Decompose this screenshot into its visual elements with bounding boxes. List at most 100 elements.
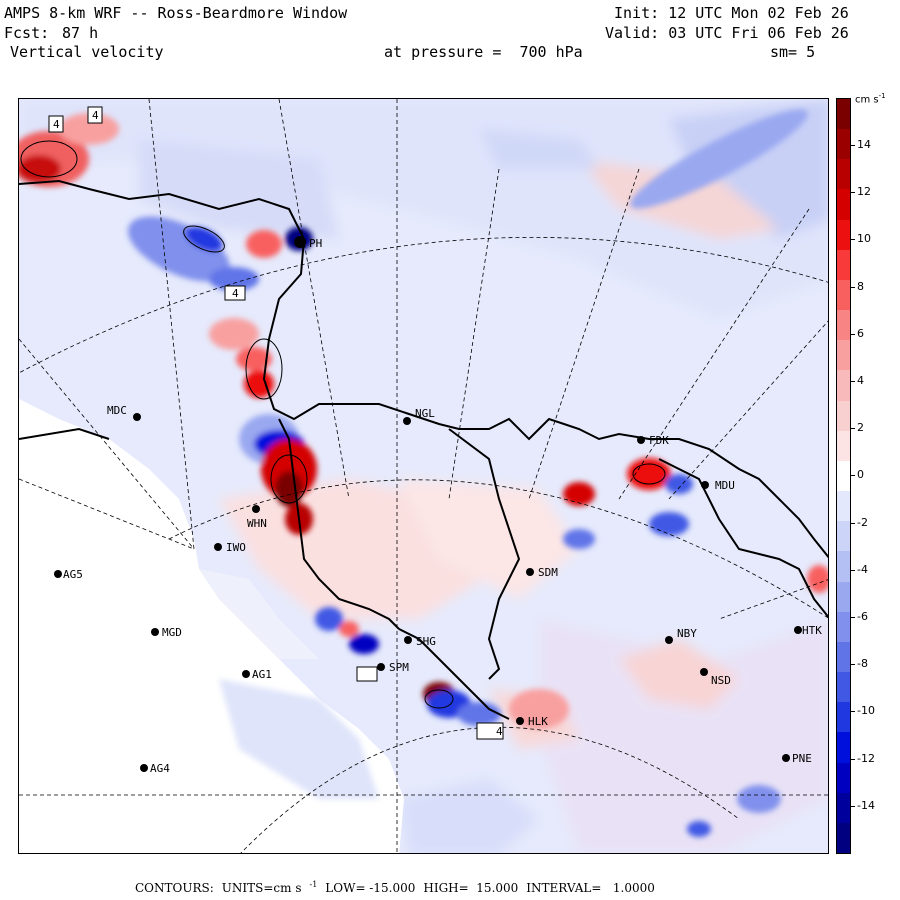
station-markers[interactable]: MDC NGL FDK MDU WHN IWO AG5 SDM MGD NBY … <box>54 236 822 775</box>
svg-text:MDU: MDU <box>715 479 735 492</box>
colorbar-segment <box>837 702 850 733</box>
station-IWO[interactable]: IWO <box>214 541 246 554</box>
station-SHG[interactable]: SHG <box>404 635 436 648</box>
colorbar-segment <box>837 762 850 794</box>
colorbar-tick-label: 0 <box>857 468 864 482</box>
station-SPM[interactable]: SPM <box>377 661 409 674</box>
contours-label: CONTOURS: <box>135 881 214 895</box>
station-MGD[interactable]: MGD <box>151 626 182 639</box>
forecast-hour: 87 h <box>62 24 99 42</box>
colorbar-segment <box>837 159 850 190</box>
station-SDM[interactable]: SDM <box>526 566 558 579</box>
colorbar-tick-mark <box>851 664 855 666</box>
svg-text:AG5: AG5 <box>63 568 83 581</box>
station-AG5[interactable]: AG5 <box>54 568 83 581</box>
station-MDU[interactable]: MDU <box>701 479 735 492</box>
station-AG4[interactable]: AG4 <box>140 762 170 775</box>
colorbar-segment <box>837 611 850 643</box>
svg-text:4: 4 <box>92 109 99 122</box>
colorbar-tick-label: -8 <box>857 657 868 671</box>
colorbar-tick-mark <box>851 805 855 807</box>
vertical-velocity-map[interactable]: MDC NGL FDK MDU WHN IWO AG5 SDM MGD NBY … <box>19 99 829 854</box>
svg-text:MGD: MGD <box>162 626 182 639</box>
svg-text:SPM: SPM <box>389 661 409 674</box>
colorbar-segment <box>837 310 850 341</box>
colorbar-tick-label: -2 <box>857 515 868 529</box>
colorbar <box>836 98 851 854</box>
svg-text:MDC: MDC <box>107 404 127 417</box>
colorbar-segment <box>837 430 850 462</box>
station-HLK[interactable]: HLK <box>516 715 548 728</box>
colorbar-segment <box>837 400 850 432</box>
colorbar-tick-mark <box>851 192 855 194</box>
svg-text:4: 4 <box>232 287 239 300</box>
svg-text:PH: PH <box>309 237 322 250</box>
station-NBY[interactable]: NBY <box>665 627 697 644</box>
field-name: Vertical velocity <box>10 43 164 61</box>
colorbar-tick-label: 2 <box>857 421 864 435</box>
station-HTK[interactable]: HTK <box>794 624 822 637</box>
colorbar-segment <box>837 340 850 371</box>
colorbar-tick-label: -10 <box>857 704 875 718</box>
svg-text:SHG: SHG <box>416 635 436 648</box>
colorbar-tick-mark <box>851 145 855 146</box>
init-time: Init: 12 UTC Mon 02 Feb 26 <box>614 4 849 22</box>
valid-time: Valid: 03 UTC Fri 06 Feb 26 <box>605 24 849 42</box>
boxed-contour-labels: 4 4 4 4 <box>48 106 504 740</box>
colorbar-segment <box>837 792 850 824</box>
station-NGL[interactable]: NGL <box>403 407 435 425</box>
colorbar-tick-mark <box>851 758 855 760</box>
colorbar-tick-label: 6 <box>857 326 864 340</box>
interval-value: INTERVAL= 1.0000 <box>526 881 655 895</box>
svg-text:SDM: SDM <box>538 566 558 579</box>
colorbar-tick-label: -6 <box>857 610 868 623</box>
svg-text:HTK: HTK <box>802 624 822 637</box>
station-FDK[interactable]: FDK <box>637 434 669 447</box>
svg-text:NSD: NSD <box>711 674 731 687</box>
colorbar-tick-mark <box>851 569 855 571</box>
colorbar-tick-mark <box>851 617 855 618</box>
colorbar-segment <box>837 249 850 281</box>
svg-text:NGL: NGL <box>415 407 435 420</box>
colorbar-segment <box>837 279 850 311</box>
colorbar-tick-mark <box>851 711 855 713</box>
station-NSD[interactable]: NSD <box>700 668 731 687</box>
thin-contours <box>20 140 666 709</box>
colorbar-tick-label: 12 <box>857 185 871 199</box>
colorbar-tick-label: 14 <box>857 138 871 151</box>
colorbar-tick-mark <box>851 333 855 335</box>
coastlines <box>19 179 828 720</box>
colorbar-segment <box>837 521 850 552</box>
colorbar-segment <box>837 641 850 673</box>
contour-info: CONTOURS: UNITS=cm s -1 LOW= -15.000 HIGH= 1… <box>135 880 663 895</box>
low-value: LOW= -15.000 <box>325 881 416 895</box>
colorbar-tick-mark <box>851 286 855 288</box>
colorbar-tick-mark <box>851 475 855 477</box>
high-value: HIGH= 15.000 <box>423 881 519 895</box>
svg-text:AG4: AG4 <box>150 762 170 775</box>
svg-text:PNE: PNE <box>792 752 812 765</box>
station-PNE[interactable]: PNE <box>782 752 812 765</box>
map-panel[interactable]: MDC NGL FDK MDU WHN IWO AG5 SDM MGD NBY … <box>18 98 829 854</box>
colorbar-tick-mark <box>851 239 855 241</box>
weak-field-patches <box>19 99 828 853</box>
colorbar-segment <box>837 370 850 402</box>
station-MDC[interactable]: MDC <box>107 404 141 421</box>
station-AG1[interactable]: AG1 <box>242 668 272 681</box>
colorbar-segment <box>837 672 850 703</box>
colorbar-tick-label: 8 <box>857 279 864 293</box>
colorbar-segment <box>837 491 850 522</box>
colorbar-tick-mark <box>851 522 855 524</box>
forecast-label: Fcst: <box>4 24 50 42</box>
colorbar-segment <box>837 99 850 130</box>
graticule <box>19 99 828 853</box>
units-label: UNITS=cm s -1 <box>221 880 318 895</box>
smoothing-value: sm= 5 <box>770 43 816 61</box>
colorbar-segment <box>837 551 850 583</box>
station-PH[interactable]: PH <box>294 236 322 250</box>
station-WHN[interactable]: WHN <box>247 505 267 530</box>
colorbar-tick-label: 10 <box>857 232 871 246</box>
svg-text:AG1: AG1 <box>252 668 272 681</box>
svg-text:NBY: NBY <box>677 627 697 640</box>
colorbar-tick-label: -14 <box>857 798 875 812</box>
